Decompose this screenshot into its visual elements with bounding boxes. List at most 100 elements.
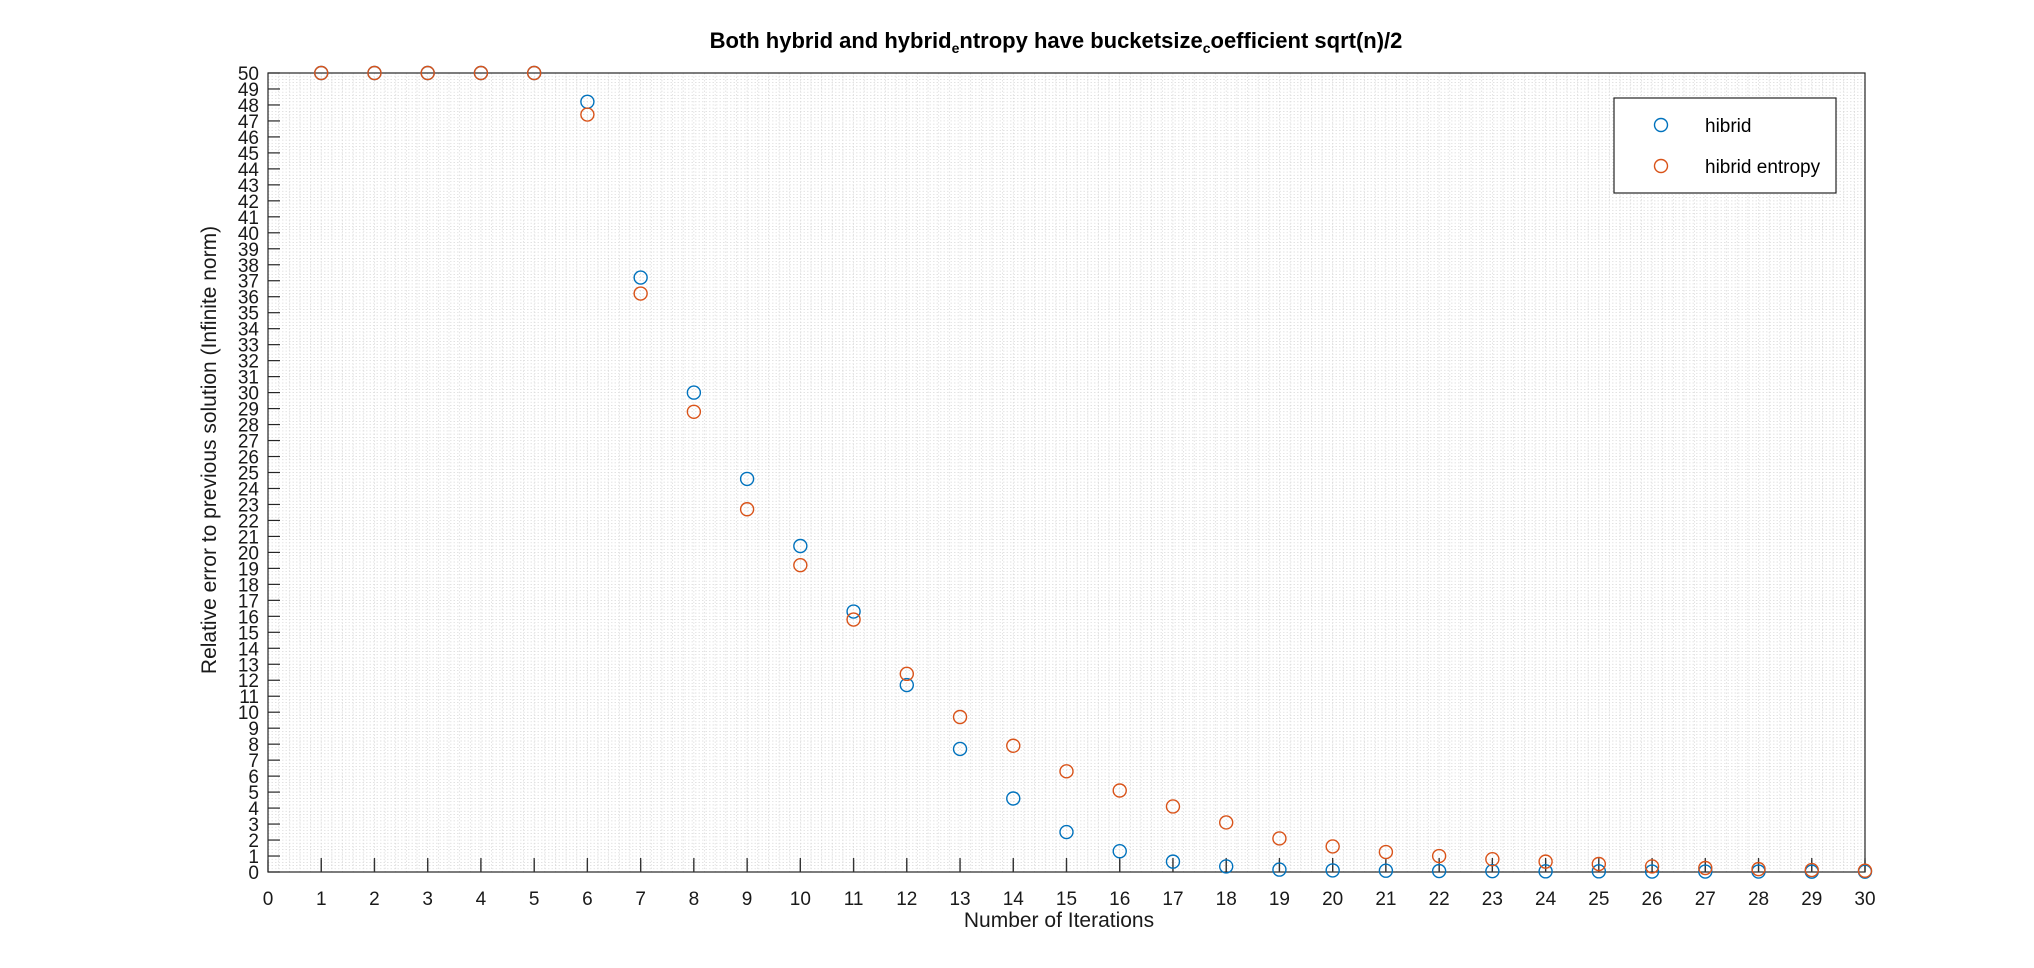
y-tick-label: 25 <box>238 464 259 485</box>
data-point <box>1165 799 1181 814</box>
x-tick-label: 16 <box>1109 889 1130 910</box>
data-point <box>846 604 861 619</box>
x-tick-label: 3 <box>422 889 433 910</box>
x-tick-label: 29 <box>1801 889 1822 910</box>
y-tick-label: 10 <box>238 703 259 724</box>
y-tick-label: 37 <box>238 272 259 293</box>
data-point <box>739 471 755 487</box>
y-tick-label: 11 <box>239 687 259 708</box>
y-tick-label: 14 <box>238 639 260 660</box>
x-tick-label: 6 <box>582 889 593 910</box>
data-point <box>1485 864 1500 879</box>
data-point <box>952 709 968 725</box>
data-point <box>952 741 968 757</box>
data-point <box>1272 862 1287 877</box>
data-point <box>1591 864 1607 879</box>
x-tick-label: 17 <box>1162 889 1183 910</box>
y-tick-label: 7 <box>248 751 259 772</box>
data-point <box>314 65 329 81</box>
y-tick-label: 49 <box>238 80 259 101</box>
y-tick-label: 3 <box>248 815 259 836</box>
x-tick-label: 11 <box>844 889 864 910</box>
data-point <box>1698 864 1713 879</box>
data-point <box>1591 856 1607 872</box>
data-point <box>793 557 808 573</box>
data-point <box>473 65 489 81</box>
grid <box>267 72 1866 873</box>
x-tick-label: 28 <box>1748 889 1769 910</box>
x-tick-label: 25 <box>1588 889 1609 910</box>
y-tick-label: 30 <box>238 384 259 405</box>
data-point <box>1804 862 1819 878</box>
data-point <box>1272 831 1287 846</box>
y-tick-label: 35 <box>238 304 259 325</box>
y-tick-label: 26 <box>238 448 259 469</box>
title-part-2: ntropy have bucketsize <box>959 28 1202 53</box>
y-tick-label: 43 <box>238 176 259 197</box>
x-tick-label: 12 <box>896 889 917 910</box>
data-point <box>1218 859 1234 874</box>
series-1 <box>314 65 1873 878</box>
y-tick-label: 2 <box>248 831 259 852</box>
data-point <box>1378 844 1394 860</box>
y-tick-label: 15 <box>238 623 259 644</box>
y-tick-label: 22 <box>238 511 259 532</box>
x-tick-label: 5 <box>529 889 540 910</box>
y-axis-label: Relative error to previous solution (Inf… <box>198 226 221 674</box>
x-axis-label: Number of Iterations <box>964 909 1154 932</box>
y-tick-label: 0 <box>248 863 259 884</box>
x-tick-label: 1 <box>316 889 327 910</box>
y-tick-label: 5 <box>248 783 259 804</box>
x-tick-label: 4 <box>476 889 487 910</box>
y-tick-label: 29 <box>238 400 259 421</box>
data-point <box>899 666 914 682</box>
legend-label-hibrid: hibrid <box>1705 116 1751 137</box>
legend-label-hibrid-entropy: hibrid entropy <box>1705 157 1821 178</box>
x-tick-label: 19 <box>1269 889 1290 910</box>
legend-box <box>1613 97 1837 194</box>
data-point <box>1431 848 1447 864</box>
stem-lines <box>320 858 1866 872</box>
title-part-1: Both hybrid and hybrid <box>710 28 952 53</box>
data-point <box>1378 863 1394 878</box>
legend-marker-hibrid <box>1653 117 1669 133</box>
x-tick-label: 7 <box>635 889 646 910</box>
title-subscript-1: e <box>952 40 960 56</box>
y-tick-label: 20 <box>238 543 259 564</box>
y-tick-label: 9 <box>248 719 259 740</box>
data-points <box>314 65 1873 879</box>
y-tick-label: 38 <box>238 256 259 277</box>
data-point <box>1112 844 1127 859</box>
data-point <box>1006 738 1021 753</box>
title-subscript-2: c <box>1203 40 1211 56</box>
y-tick-label: 47 <box>238 112 259 133</box>
data-point <box>1325 863 1340 878</box>
data-point <box>633 286 648 301</box>
x-tick-label: 27 <box>1695 889 1716 910</box>
y-tick-label: 28 <box>238 416 259 437</box>
data-point <box>1538 864 1553 879</box>
x-tick-label: 10 <box>790 889 811 910</box>
y-tick-label: 41 <box>238 208 259 229</box>
data-point <box>580 107 595 122</box>
y-tick-label: 23 <box>238 495 259 516</box>
y-tick-label: 19 <box>238 559 259 580</box>
y-tick-label: 42 <box>238 192 259 213</box>
data-point <box>633 270 648 285</box>
y-tick-label: 48 <box>238 96 259 117</box>
data-point <box>1751 861 1766 877</box>
y-tick-label: 44 <box>238 160 260 181</box>
data-point <box>367 65 382 81</box>
y-tick-label: 8 <box>248 735 259 756</box>
data-point <box>739 502 755 517</box>
y-tick-label: 1 <box>248 847 259 868</box>
axis-ticks: 0 1 2 3 4 5 6 7 8 9 10 11 12 13 14 15 16 17 18 19 20 21 22 23 24… <box>238 64 1876 910</box>
data-point <box>1431 863 1447 879</box>
x-tick-label: 20 <box>1322 889 1343 910</box>
y-tick-label: 50 <box>238 64 259 85</box>
y-tick-label: 4 <box>248 799 259 820</box>
y-tick-label: 16 <box>238 607 259 628</box>
x-tick-label: 14 <box>1003 889 1025 910</box>
x-tick-label: 22 <box>1429 889 1450 910</box>
